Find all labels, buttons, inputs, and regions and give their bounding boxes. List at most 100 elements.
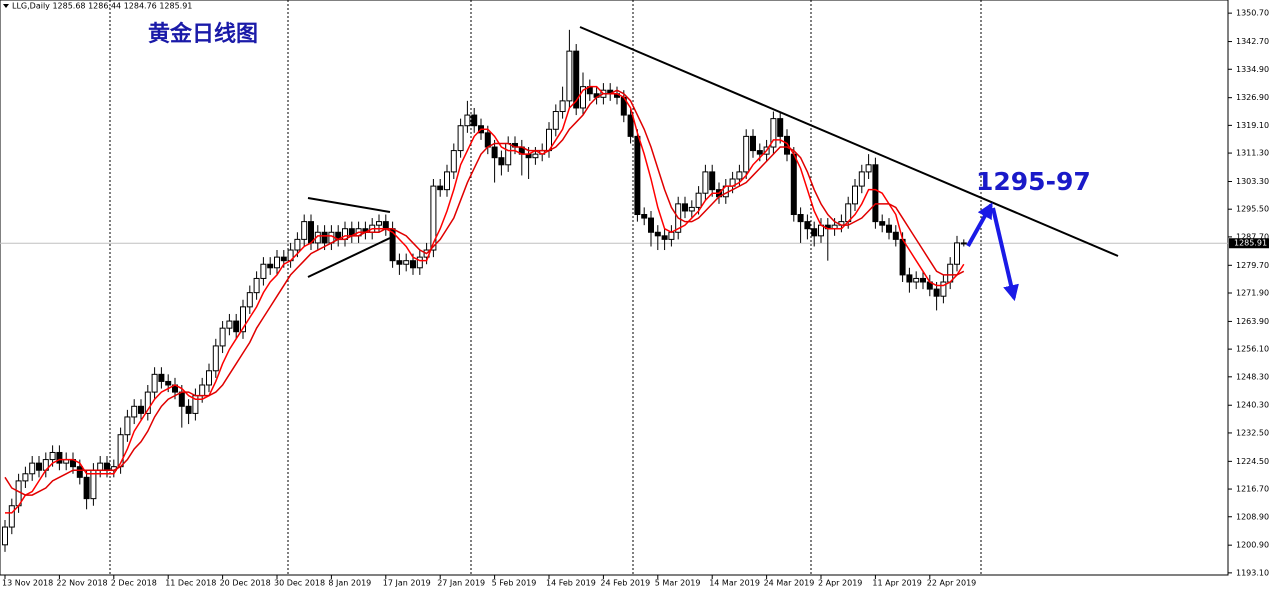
- candle-body: [219, 327, 226, 347]
- candle-body: [892, 231, 899, 240]
- candle-body: [573, 50, 580, 109]
- candle-body: [444, 171, 450, 191]
- candle-body: [940, 281, 947, 297]
- candle-body: [403, 260, 410, 265]
- candle-body: [2, 526, 8, 546]
- candle-body: [634, 135, 641, 216]
- x-tick-label: 30 Dec 2018: [274, 579, 325, 588]
- candle-body: [498, 157, 505, 166]
- candle-body: [899, 238, 906, 276]
- candle-body: [178, 391, 185, 407]
- x-tick-label: 2 Dec 2018: [111, 579, 157, 588]
- x-tick-label: 24 Feb 2019: [600, 579, 650, 588]
- x-tick-label: 11 Apr 2019: [872, 579, 921, 588]
- candle-body: [382, 221, 389, 230]
- candle-body: [308, 221, 314, 244]
- candle-body: [960, 242, 967, 245]
- y-tick-label: 1240.30: [1236, 401, 1269, 410]
- trendline: [579, 26, 1119, 257]
- y-tick-label: 1208.90: [1236, 512, 1269, 521]
- y-tick-label: 1224.50: [1236, 457, 1269, 466]
- candle-body: [240, 306, 246, 333]
- last-price-box: [1229, 238, 1269, 249]
- y-tick-label: 1193.10: [1236, 568, 1269, 577]
- candle-body: [858, 171, 865, 187]
- candle-body: [920, 277, 926, 283]
- candle-body: [852, 185, 858, 205]
- candle-body: [124, 416, 131, 436]
- candle-body: [151, 373, 158, 393]
- y-tick-label: 1232.50: [1236, 428, 1269, 437]
- y-tick-label: 1295.50: [1236, 205, 1269, 214]
- candle-body: [532, 153, 539, 159]
- x-tick-label: 14 Feb 2019: [546, 579, 596, 588]
- candle-body: [913, 277, 920, 283]
- candle-body: [797, 214, 804, 223]
- triangle-bottom: [307, 237, 391, 278]
- candle-body: [294, 238, 301, 251]
- candle-body: [274, 256, 280, 269]
- candle-body: [661, 235, 668, 240]
- candle-body: [491, 146, 498, 159]
- candle-body: [158, 373, 165, 382]
- candle-body: [648, 217, 654, 233]
- candle-body: [688, 206, 695, 212]
- candle-body: [185, 405, 192, 414]
- candle-body: [933, 288, 940, 297]
- x-tick-label: 22 Apr 2019: [927, 579, 976, 588]
- last-price-label: 1285.91: [1234, 239, 1267, 248]
- candle-body: [212, 345, 219, 372]
- candle-body: [396, 260, 403, 265]
- arrow-down: [991, 207, 1019, 302]
- y-tick-label: 1303.30: [1236, 177, 1269, 186]
- x-tick-label: 13 Nov 2018: [2, 579, 53, 588]
- candle-body: [376, 221, 382, 226]
- y-tick-label: 1271.90: [1236, 289, 1269, 298]
- y-tick-label: 1263.90: [1236, 317, 1269, 326]
- arrow-up: [966, 202, 993, 247]
- candle-body: [280, 256, 287, 262]
- candle-body: [267, 263, 274, 269]
- candle-body: [471, 114, 478, 127]
- candle-body: [437, 185, 444, 191]
- x-tick-label: 20 Dec 2018: [220, 579, 271, 588]
- y-tick-label: 1256.10: [1236, 345, 1269, 354]
- candle-body: [954, 242, 960, 265]
- y-tick-label: 1248.30: [1236, 372, 1269, 381]
- candle-body: [906, 274, 913, 283]
- candle-body: [654, 231, 661, 237]
- candle-body: [811, 228, 818, 237]
- candle-body: [464, 114, 471, 127]
- y-tick-label: 1342.70: [1236, 37, 1269, 46]
- candle-body: [246, 292, 253, 308]
- candle-body: [552, 111, 559, 130]
- candle-body: [76, 466, 83, 478]
- moving-average: [5, 85, 965, 514]
- candle-body: [743, 135, 750, 173]
- y-tick-label: 1216.70: [1236, 485, 1269, 494]
- candle-body: [559, 100, 566, 113]
- candle-body: [872, 164, 879, 223]
- candle-body: [226, 320, 233, 329]
- candle-body: [144, 391, 151, 414]
- marks: [0, 29, 1228, 552]
- y-tick-label: 1334.90: [1236, 65, 1269, 74]
- candle-body: [566, 50, 573, 102]
- candle-body: [206, 370, 212, 386]
- y-tick-label: 1311.30: [1236, 149, 1269, 158]
- candle-body: [702, 171, 709, 194]
- candle-body: [233, 320, 240, 333]
- chart-title: 黄金日线图: [148, 21, 258, 47]
- candle-body: [97, 462, 104, 471]
- candle-body: [321, 231, 328, 244]
- x-tick-label: 22 Nov 2018: [56, 579, 107, 588]
- x-tick-label: 2 Apr 2019: [818, 579, 862, 588]
- x-tick-label: 24 Mar 2019: [764, 579, 815, 588]
- candle-body: [56, 451, 63, 464]
- candle-body: [784, 135, 790, 155]
- moving-average: [4, 89, 965, 496]
- candle-body: [695, 192, 702, 208]
- candle-body: [83, 476, 90, 500]
- candle-body: [668, 231, 675, 240]
- candle-body: [865, 164, 872, 173]
